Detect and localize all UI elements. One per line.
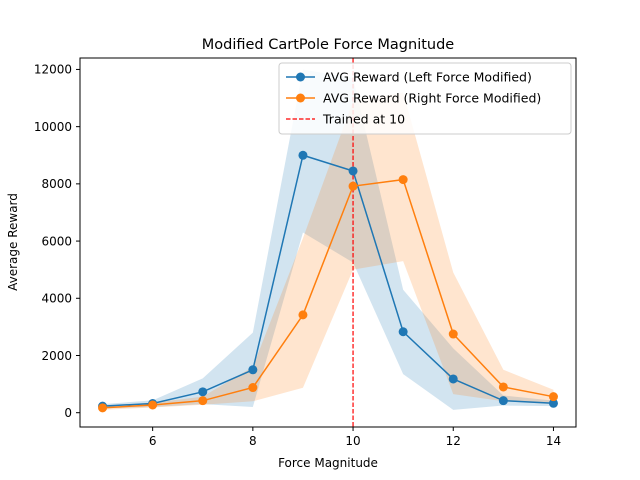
x-tick-label: 14 [546,434,561,448]
legend-entry-label: AVG Reward (Right Force Modified) [323,91,541,106]
data-point-series-2 [148,400,158,410]
legend-box [278,62,572,135]
chart-title: Modified CartPole Force Magnitude [202,37,455,53]
legend-entry-label: Trained at 10 [322,112,405,127]
data-point-series-1 [248,365,258,375]
series-markers [98,150,558,413]
x-tick-label: 8 [249,434,257,448]
y-tick-label: 8000 [41,177,72,191]
data-point-series-1 [498,396,508,406]
series-lines [102,154,554,409]
y-tick-label: 0 [64,406,72,420]
y-tick-label: 2000 [41,349,72,363]
data-point-series-1 [348,166,358,176]
y-axis-label: Average Reward [6,193,20,291]
data-point-series-1 [198,387,208,397]
data-point-series-2 [298,310,308,320]
x-axis-label: Force Magnitude [278,456,378,470]
series-line-1 [102,154,554,407]
data-point-series-2 [498,382,508,392]
data-point-series-2 [398,175,408,185]
data-point-series-2 [198,396,208,406]
y-tick-label: 10000 [34,120,72,134]
legend-entry-label: AVG Reward (Left Force Modified) [323,70,532,85]
y-tick-label: 6000 [41,234,72,248]
legend-swatch-marker [296,72,305,82]
legend-swatch-marker [296,93,305,103]
legend: AVG Reward (Left Force Modified) AVG Rewa… [278,62,572,135]
x-tick-label: 10 [345,434,360,448]
x-tick-label: 12 [446,434,461,448]
confidence-band-series-1 [102,69,554,410]
data-point-series-2 [548,392,558,402]
data-point-series-1 [298,150,308,160]
y-tick-label: 4000 [41,292,72,306]
x-tick-label: 6 [149,434,157,448]
data-point-series-1 [548,398,558,408]
y-axis-ticks: 0 2000 4000 6000 8000 10000 12000 [34,63,80,420]
axes-frame [79,57,577,428]
data-point-series-1 [448,374,458,384]
data-point-series-2 [448,329,458,339]
data-point-series-2 [98,403,108,413]
x-axis-ticks: 6 8 10 12 14 [149,427,561,448]
data-point-series-2 [248,383,258,393]
data-point-series-2 [348,181,358,191]
y-tick-label: 12000 [34,63,72,77]
series-line-2 [102,178,554,409]
data-point-series-1 [398,327,408,337]
